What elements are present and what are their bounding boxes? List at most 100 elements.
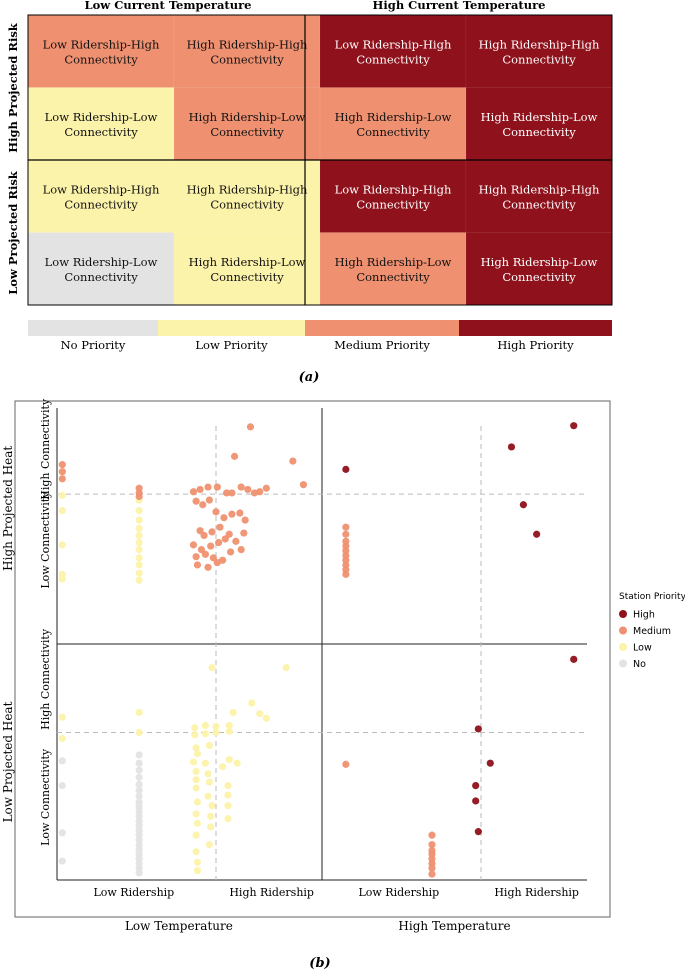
legend-swatch-low [158,320,305,336]
point-low [224,802,232,810]
x-sublabel: Low Ridership [358,886,439,899]
matrix-cell [27,232,175,306]
matrix-cell [319,14,467,88]
point-low [212,728,220,737]
point-low [192,810,200,818]
point-medium [212,508,220,516]
point-medium [262,484,270,492]
matrix-cell [27,159,175,233]
point-low [201,759,209,767]
matrix-cell [173,159,321,233]
point-medium [289,457,297,465]
cell-label-line1: High Ridership-Low [189,110,306,124]
legend-title: Station Priority [619,592,685,602]
cell-label-line1: High Ridership-Low [335,110,452,124]
point-medium [213,558,221,567]
col-header-low-temp: Low Current Temperature [85,0,252,12]
cell-label-line2: Connectivity [502,52,576,66]
matrix-cell [173,14,321,88]
point-medium [342,760,350,768]
cell-label-line2: Connectivity [210,125,284,139]
point-low [58,575,66,583]
legend-dot-medium [619,626,627,635]
point-medium [58,468,66,476]
point-no [135,869,143,877]
point-low [201,730,209,738]
legend-swatch-high [459,320,612,336]
point-no [58,829,66,837]
point-medium [428,841,436,849]
point-medium [205,496,213,504]
cell-label-line1: Low Ridership-Low [45,255,158,269]
point-low [207,823,215,831]
scatter-labels: Low Ridership High Ridership Low Ridership… [1,398,579,933]
cell-label-line2: Connectivity [64,197,138,211]
x-sublabel: Low Ridership [93,886,174,899]
point-low [256,710,264,718]
cell-label-line1: High Ridership-High [187,37,308,51]
y-group-label: High Projected Heat [1,446,15,571]
point-low [233,759,241,767]
point-low [192,767,200,776]
point-medium [342,523,350,531]
point-high [342,465,350,473]
point-medium [208,528,216,536]
point-low [205,841,213,849]
cell-label-line2: Connectivity [210,270,284,284]
y-sublabel: High Connectivity [39,628,52,730]
legend-dot-low [619,643,627,651]
point-medium [428,864,436,872]
point-high [472,797,480,805]
point-low [193,819,202,827]
priority-matrix: Low Current Temperature High Current Tem… [6,0,613,385]
point-medium [228,489,236,497]
point-medium [196,485,204,494]
legend-swatch-medium [305,320,459,336]
point-no [135,766,143,774]
point-low [58,713,66,721]
point-low [191,731,199,739]
point-low [224,782,232,790]
point-medium [197,546,206,554]
point-low [192,784,200,792]
point-medium [201,550,209,558]
point-low [248,699,256,707]
point-low [201,721,209,730]
matrix-cell [319,232,467,306]
point-medium [232,537,240,545]
point-low [135,507,143,515]
point-medium [240,529,248,537]
point-low [225,756,233,764]
cell-label-line1: Low Ridership-High [43,182,160,196]
point-medium [221,535,229,543]
point-low [58,541,66,549]
matrix-borders [27,14,613,306]
cell-label-line2: Connectivity [210,52,284,66]
point-low [207,812,215,820]
point-low [282,664,290,672]
point-low [135,538,143,547]
caption-a: (a) [299,370,320,385]
matrix-cell [173,232,321,306]
x-sublabel: High Ridership [229,886,314,899]
row-header-low-risk: Low Projected Risk [6,170,20,295]
point-no [58,857,66,865]
point-high [507,443,516,451]
point-no [135,780,143,789]
point-low [135,546,143,554]
priority-legend: No Priority Low Priority Medium Priority Hi… [28,320,612,352]
point-high [474,828,482,836]
cell-label-line2: Connectivity [64,52,138,66]
point-medium [236,509,244,517]
cell-label-line1: High Ridership-Low [481,110,598,124]
y-group-label: Low Projected Heat [1,701,15,822]
point-medium [209,554,217,562]
point-no [58,757,66,765]
legend-label-low: Low [633,643,652,654]
scatter-panel: Low Ridership High Ridership Low Ridership… [1,398,685,971]
point-medium [189,541,198,549]
point-medium [241,516,249,524]
x-group-label: High Temperature [398,919,510,933]
matrix-cell [27,14,175,88]
point-low [191,724,199,732]
